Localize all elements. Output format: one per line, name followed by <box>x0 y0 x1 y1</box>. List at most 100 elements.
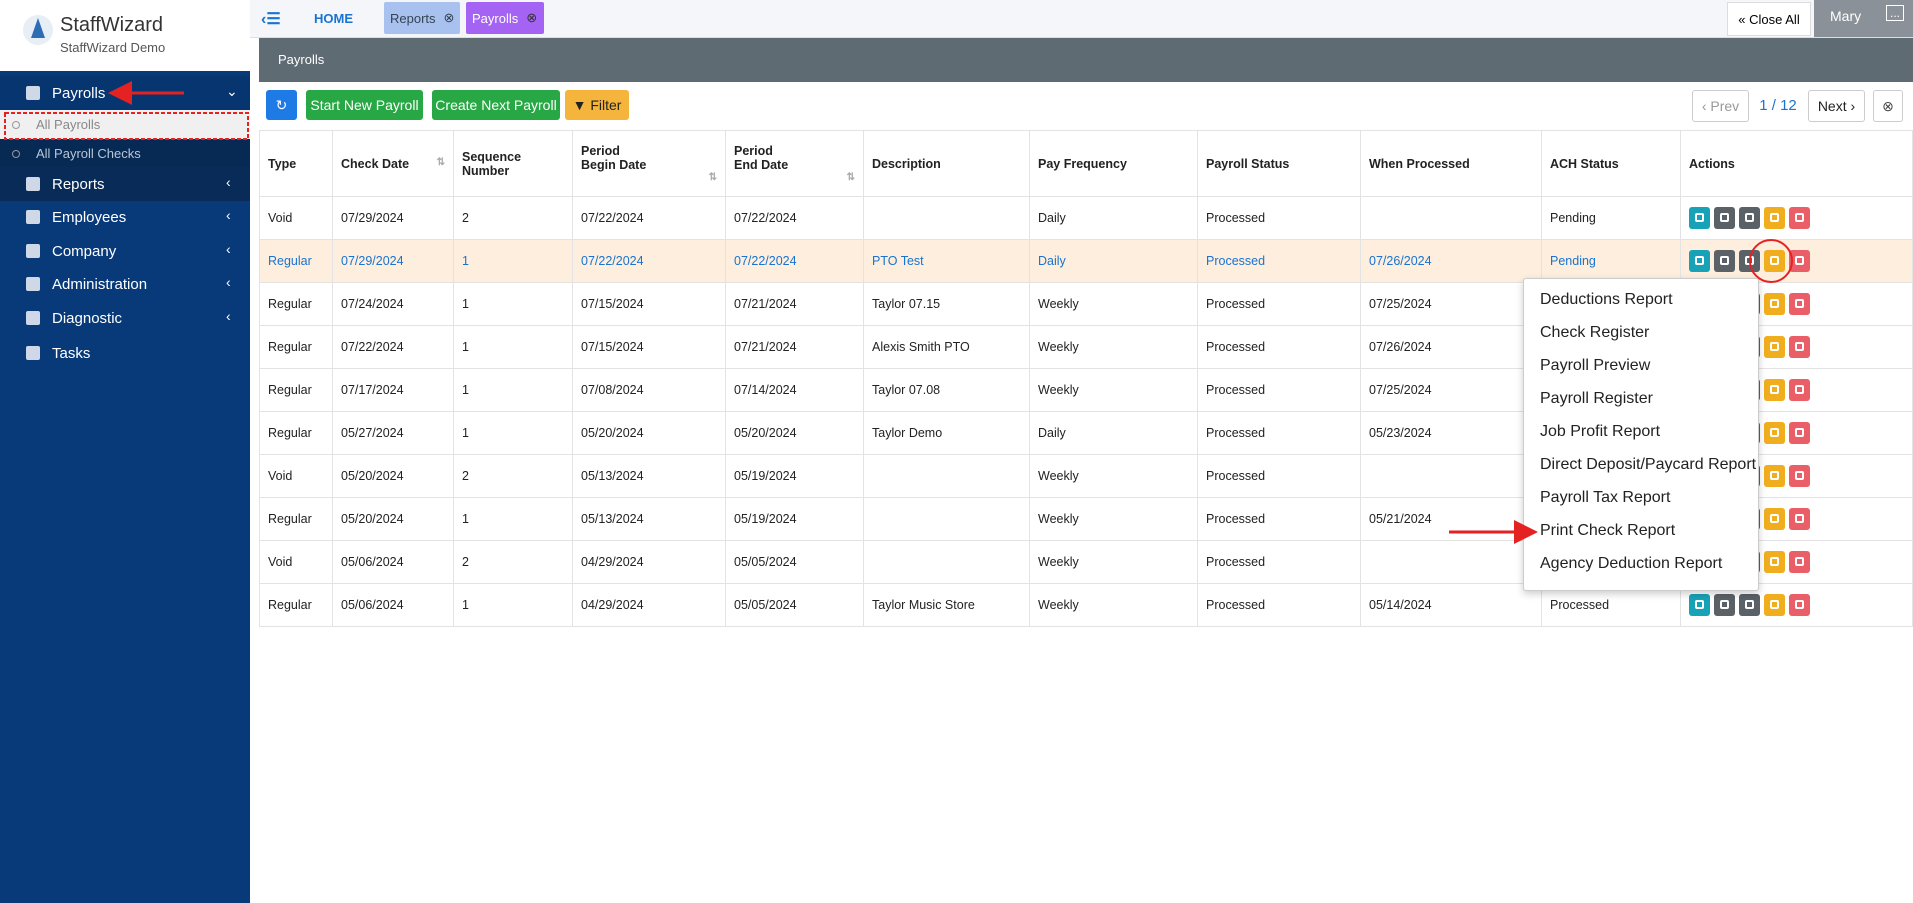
nav-item[interactable]: Administration ‹ <box>0 267 250 301</box>
action-button[interactable] <box>1789 594 1810 616</box>
menu-item[interactable]: Deductions Report <box>1540 291 1673 308</box>
action-button[interactable] <box>1714 207 1735 229</box>
table-cell: Processed <box>1197 411 1361 455</box>
cell-text: Void <box>268 555 293 569</box>
action-button[interactable] <box>1764 594 1785 616</box>
action-button[interactable] <box>1739 594 1760 616</box>
column-header[interactable]: Period End Date ⇅ <box>725 130 864 197</box>
action-button[interactable] <box>1689 207 1710 229</box>
menu-item[interactable]: Print Check Report <box>1540 522 1676 539</box>
table-cell: 07/22/2024 <box>572 239 726 283</box>
action-button[interactable] <box>1764 250 1785 272</box>
actions-cell <box>1680 239 1913 283</box>
action-button[interactable] <box>1739 207 1760 229</box>
nav-item[interactable]: Payrolls ⌄ <box>0 76 250 110</box>
table-row[interactable]: Void 05/20/2024 2 05/13/2024 05/19/2024 Weekl… <box>259 454 1913 498</box>
clear-button[interactable]: ⊗ <box>1873 90 1903 122</box>
nav-item[interactable]: Employees ‹ <box>0 200 250 234</box>
action-button[interactable] <box>1714 250 1735 272</box>
action-button[interactable] <box>1789 508 1810 530</box>
column-label: Type <box>268 156 297 171</box>
refresh-button[interactable]: ↻ <box>266 90 297 120</box>
tab[interactable]: Reports ⊗ <box>384 2 460 34</box>
table-cell: Weekly <box>1029 454 1198 498</box>
action-button[interactable] <box>1689 250 1710 272</box>
table-cell: Taylor Demo <box>863 411 1030 455</box>
action-button[interactable] <box>1789 379 1810 401</box>
action-button[interactable] <box>1789 336 1810 358</box>
action-button[interactable] <box>1789 422 1810 444</box>
table-row[interactable]: Void 07/29/2024 2 07/22/2024 07/22/2024 Daily… <box>259 196 1913 240</box>
brand: StaffWizard StaffWizard Demo <box>0 0 250 71</box>
menu-item[interactable]: Check Register <box>1540 324 1650 341</box>
home-link[interactable]: HOME <box>314 11 353 26</box>
table-cell: Taylor 07.08 <box>863 368 1030 412</box>
tab[interactable]: Payrolls ⊗ <box>466 2 544 34</box>
prev-button[interactable]: ‹ Prev <box>1692 90 1749 122</box>
table-cell: 05/05/2024 <box>725 583 864 627</box>
table-cell <box>863 540 1030 584</box>
column-header[interactable]: Period Begin Date ⇅ <box>572 130 726 197</box>
column-label: Period Begin Date <box>581 144 647 172</box>
subnav-item[interactable]: All Payrolls <box>0 110 250 139</box>
table-row[interactable]: Regular 07/29/2024 1 07/22/2024 07/22/2024 PT… <box>259 239 1913 283</box>
action-button[interactable] <box>1714 594 1735 616</box>
action-button[interactable] <box>1789 293 1810 315</box>
bullet <box>12 149 20 158</box>
action-button[interactable] <box>1764 293 1785 315</box>
cell-text: Processed <box>1206 426 1266 440</box>
table-row[interactable]: Void 05/06/2024 2 04/29/2024 05/05/2024 Weekl… <box>259 540 1913 584</box>
cell-text: Weekly <box>1038 598 1079 612</box>
column-header[interactable]: Check Date ⇅ <box>332 130 454 197</box>
action-button[interactable] <box>1764 336 1785 358</box>
tab-close[interactable]: ⊗ <box>526 10 538 25</box>
nav-item[interactable]: Diagnostic ‹ <box>0 301 250 335</box>
filter-button[interactable]: ▼ Filter <box>565 90 629 120</box>
menu-item[interactable]: Direct Deposit/Paycard Report <box>1540 456 1757 473</box>
create-next-button[interactable]: Create Next Payroll <box>432 90 560 120</box>
action-button[interactable] <box>1789 551 1810 573</box>
table-row[interactable]: Regular 05/20/2024 1 05/13/2024 05/19/2024 We… <box>259 497 1913 541</box>
action-button[interactable] <box>1789 465 1810 487</box>
menu-toggle[interactable]: ‹☰ <box>261 11 281 28</box>
table-cell: 05/21/2024 <box>1360 497 1542 541</box>
header-row: Type Check Date ⇅ Sequence Number Period Beg… <box>259 130 1913 197</box>
action-button[interactable] <box>1764 551 1785 573</box>
nav-item[interactable]: Company ‹ <box>0 234 250 268</box>
menu-item[interactable]: Job Profit Report <box>1540 423 1661 440</box>
cell-text: 05/13/2024 <box>581 469 644 483</box>
cell-text: 05/23/2024 <box>1369 426 1432 440</box>
start-payroll-button[interactable]: Start New Payroll <box>306 90 423 120</box>
report-menu: Deductions Report Check Register Payroll P… <box>1523 278 1759 591</box>
table-cell: Regular <box>259 325 333 369</box>
tab-close[interactable]: ⊗ <box>443 10 455 25</box>
nav-item[interactable]: Tasks <box>0 336 250 370</box>
column-header: Sequence Number <box>453 130 573 197</box>
menu-item[interactable]: Agency Deduction Report <box>1540 555 1723 572</box>
menu-item[interactable]: Payroll Preview <box>1540 357 1651 374</box>
action-button[interactable] <box>1764 422 1785 444</box>
subnav-label: All Payrolls <box>36 117 101 132</box>
next-button[interactable]: Next › <box>1808 90 1865 122</box>
cell-text: Weekly <box>1038 512 1079 526</box>
action-button[interactable] <box>1764 508 1785 530</box>
action-button[interactable] <box>1764 465 1785 487</box>
table-cell: Regular <box>259 368 333 412</box>
action-button[interactable] <box>1789 250 1810 272</box>
menu-item[interactable]: Payroll Register <box>1540 390 1653 407</box>
menu-item[interactable]: Payroll Tax Report <box>1540 489 1671 506</box>
user[interactable]: Mary ... <box>1814 0 1913 37</box>
action-button[interactable] <box>1764 379 1785 401</box>
action-button[interactable] <box>1789 207 1810 229</box>
nav-item[interactable]: Reports ‹ <box>0 167 250 201</box>
action-button[interactable] <box>1764 207 1785 229</box>
action-button[interactable] <box>1739 250 1760 272</box>
table-cell: 07/22/2024 <box>332 325 454 369</box>
action-button[interactable] <box>1689 594 1710 616</box>
cell-text: 07/25/2024 <box>1369 383 1432 397</box>
close-all[interactable]: « Close All <box>1727 2 1811 36</box>
cell-text: 1 <box>462 426 469 440</box>
subnav-item[interactable]: All Payroll Checks <box>0 139 250 168</box>
cell-text: 05/14/2024 <box>1369 598 1432 612</box>
more[interactable]: ... <box>1886 5 1905 21</box>
